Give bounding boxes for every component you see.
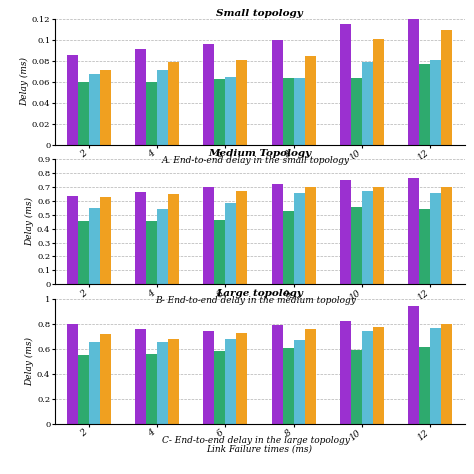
Bar [441,30,452,145]
Bar [305,187,316,284]
Bar [441,324,452,424]
Bar [340,320,351,424]
Bar [373,187,384,284]
Bar [409,306,419,424]
Bar [419,64,430,145]
Bar [373,39,384,145]
X-axis label: Link Failure times (ms): Link Failure times (ms) [207,444,312,453]
Bar [283,211,294,284]
Bar [419,347,430,424]
Bar [430,60,441,145]
Bar [236,60,247,145]
Bar [146,355,157,424]
Bar [67,196,78,284]
Bar [362,62,373,145]
Text: C- End-to-end delay in the large topology: C- End-to-end delay in the large topolog… [162,436,350,445]
Bar [351,350,362,424]
Bar [67,324,78,424]
Bar [283,348,294,424]
Bar [305,55,316,145]
Bar [146,220,157,284]
Bar [214,79,225,145]
Bar [100,334,110,424]
Bar [294,340,305,424]
Bar [409,178,419,284]
Bar [236,333,247,424]
Y-axis label: Delay (ms): Delay (ms) [25,337,34,386]
Bar [157,342,168,424]
Bar [67,55,78,145]
Bar [225,76,236,145]
Bar [78,355,89,424]
X-axis label: Link Failure times (ms): Link Failure times (ms) [207,164,312,173]
Y-axis label: Delay (ms): Delay (ms) [20,57,29,106]
Bar [409,14,419,145]
Bar [283,78,294,145]
Bar [203,44,214,145]
Bar [203,187,214,284]
Bar [89,208,100,284]
Bar [225,203,236,284]
Bar [272,40,283,145]
Bar [294,193,305,284]
Bar [430,193,441,284]
Bar [340,180,351,284]
Bar [362,191,373,284]
Bar [135,328,146,424]
Bar [100,197,110,284]
Bar [146,82,157,145]
Bar [272,183,283,284]
Bar [351,207,362,284]
Bar [305,329,316,424]
Bar [89,74,100,145]
Title: Small topology: Small topology [216,9,303,18]
Bar [214,219,225,284]
Title: Medium Topology: Medium Topology [208,149,311,158]
Bar [168,339,179,424]
Title: Large topology: Large topology [216,289,303,298]
Bar [168,194,179,284]
Bar [272,325,283,424]
Bar [214,351,225,424]
Text: B- End-to-end delay in the medium topology: B- End-to-end delay in the medium topolo… [155,296,356,305]
Text: A. End-to-end delay in the small topology: A. End-to-end delay in the small topolog… [162,156,350,165]
Bar [168,62,179,145]
X-axis label: Link Failure times (ms): Link Failure times (ms) [207,304,312,313]
Bar [135,192,146,284]
Bar [78,82,89,145]
Bar [236,191,247,284]
Bar [225,339,236,424]
Bar [373,327,384,424]
Bar [157,70,168,145]
Bar [100,70,110,145]
Bar [294,78,305,145]
Bar [157,210,168,284]
Bar [419,209,430,284]
Bar [203,331,214,424]
Bar [430,328,441,424]
Y-axis label: Delay (ms): Delay (ms) [25,197,34,246]
Bar [78,221,89,284]
Bar [351,78,362,145]
Bar [441,187,452,284]
Bar [135,49,146,145]
Bar [362,331,373,424]
Bar [340,24,351,145]
Bar [89,342,100,424]
